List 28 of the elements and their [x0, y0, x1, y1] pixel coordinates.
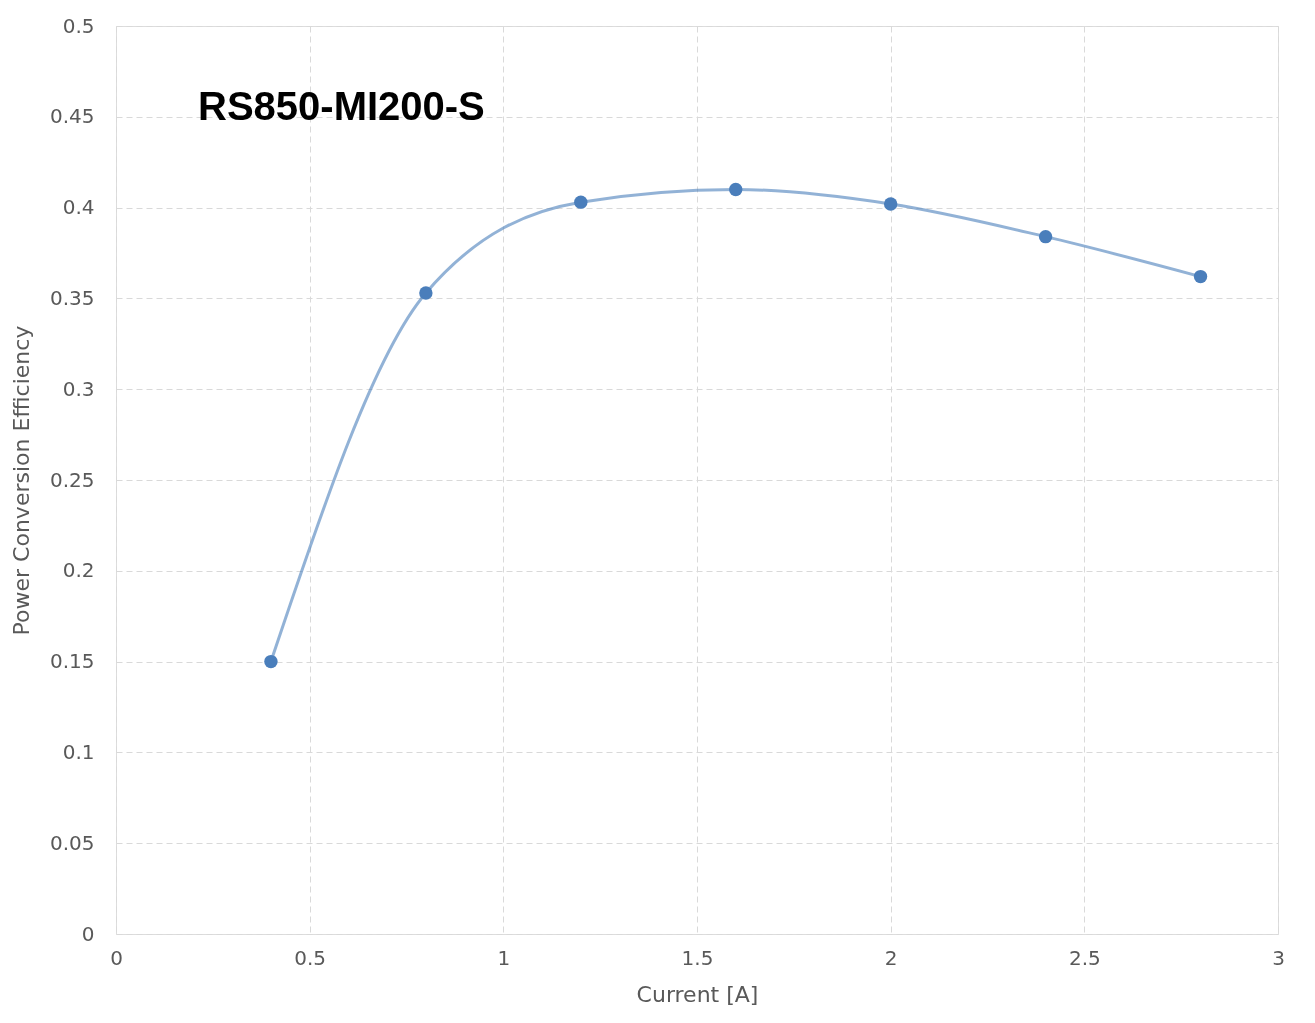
x-tick-label: 1	[497, 945, 511, 970]
point	[1193, 269, 1208, 284]
x-tick-label: 0	[110, 945, 123, 970]
y-tick-label: 0.5	[62, 13, 95, 38]
text: RS850-MI200-S	[198, 84, 485, 128]
y-tick-label: 0.1	[62, 739, 95, 764]
point	[264, 654, 278, 669]
y-tick-label: 0.05	[49, 830, 95, 855]
y-tick-label: 0	[81, 921, 95, 946]
point	[1038, 229, 1053, 244]
y-tick-label: 0.3	[62, 376, 95, 401]
point	[883, 197, 898, 211]
y-tick-label: 0.25	[49, 467, 95, 492]
point	[574, 195, 588, 209]
y-tick-label: 0.2	[62, 558, 95, 583]
y-tick-label: 0.45	[49, 104, 95, 129]
x-tick-label: 0.5	[294, 945, 327, 970]
x-axis-title: Current [A]	[636, 981, 759, 1007]
y-tick-label: 0.15	[49, 649, 95, 674]
point	[729, 182, 743, 197]
y-tick-label: 0.4	[62, 195, 95, 220]
y-tick-label: 0.35	[49, 285, 95, 310]
y-axis-title: Power Conversion Efficiency	[8, 325, 34, 636]
x-tick-label: 2	[884, 945, 898, 970]
x-tick-label: 2.5	[1068, 945, 1101, 970]
x-tick-label: 3	[1272, 945, 1285, 970]
x-tick-label: 1.5	[681, 945, 714, 970]
point	[419, 286, 433, 300]
